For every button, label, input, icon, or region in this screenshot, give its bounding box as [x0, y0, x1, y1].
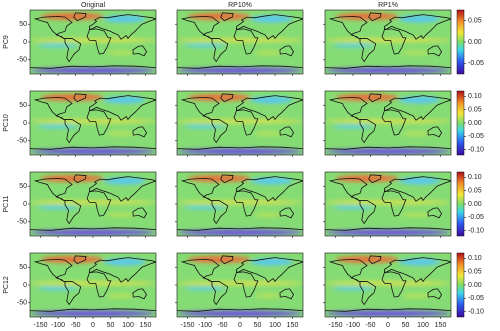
colorbar: [456, 9, 465, 75]
y-tick-label: 50: [19, 102, 27, 109]
y-tick-label: 50: [19, 21, 27, 28]
x-tick-label: 150: [140, 322, 152, 329]
x-tick-label: 50: [402, 322, 410, 329]
x-tick-label: -100: [198, 322, 212, 329]
colorbar-tick-label: 0.00: [468, 282, 482, 289]
x-tick-label: 100: [269, 322, 281, 329]
y-tick-label: -50: [17, 57, 27, 64]
map-field: [325, 10, 451, 74]
colorbar-tick-label: -0.05: [468, 133, 484, 140]
column-title: RP10%: [228, 2, 252, 9]
x-tick-label: 150: [435, 322, 447, 329]
colorbar-tick-label: 0.10: [468, 255, 482, 262]
x-tick-label: 0: [238, 322, 242, 329]
colorbar: [456, 252, 465, 318]
map-field: [325, 172, 451, 236]
colorbar-tick-label: -0.10: [468, 309, 484, 316]
x-tick-label: 50: [254, 322, 262, 329]
x-tick-label: -100: [51, 322, 65, 329]
y-tick-label: 50: [19, 183, 27, 190]
map-field: [177, 91, 303, 155]
map-field: [177, 10, 303, 74]
y-tick-label: 0: [23, 282, 27, 289]
y-tick-label: 0: [23, 39, 27, 46]
x-tick-label: -50: [365, 322, 375, 329]
map-field: [30, 172, 156, 236]
column-title: Original: [81, 2, 106, 9]
row-label: PC10: [3, 114, 10, 132]
y-tick-label: -50: [17, 138, 27, 145]
map-field: [30, 10, 156, 74]
y-tick-label: 0: [23, 201, 27, 208]
map-field: [30, 253, 156, 317]
colorbar-tick-label: 0.05: [468, 188, 482, 195]
colorbar-tick-label: 0.10: [468, 93, 482, 100]
x-tick-label: 0: [91, 322, 95, 329]
map-field: [325, 91, 451, 155]
x-tick-label: 100: [417, 322, 429, 329]
colorbar-tick-label: 0.05: [468, 269, 482, 276]
colorbar-tick-label: -0.10: [468, 147, 484, 154]
colorbar-tick-label: 0.00: [468, 39, 482, 46]
x-tick-label: -150: [180, 322, 194, 329]
x-tick-label: 50: [107, 322, 115, 329]
row-label: PC12: [3, 276, 10, 294]
colorbar-tick-label: 0.00: [468, 120, 482, 127]
colorbar-tick-label: -0.05: [468, 214, 484, 221]
row-label: PC11: [3, 195, 10, 212]
map-field: [177, 172, 303, 236]
column-title: RP1%: [378, 2, 398, 9]
map-field: [177, 253, 303, 317]
map-field: [30, 91, 156, 155]
x-tick-label: 100: [122, 322, 134, 329]
y-tick-label: 0: [23, 120, 27, 127]
y-tick-label: 50: [19, 264, 27, 271]
x-tick-label: 150: [287, 322, 299, 329]
colorbar: [456, 90, 465, 156]
x-tick-label: -50: [217, 322, 227, 329]
map-field: [325, 253, 451, 317]
colorbar-tick-label: -0.05: [468, 60, 484, 67]
x-tick-label: 0: [386, 322, 390, 329]
colorbar: [456, 171, 465, 237]
x-tick-label: -100: [346, 322, 360, 329]
y-tick-label: -50: [17, 300, 27, 307]
colorbar-tick-label: -0.05: [468, 295, 484, 302]
y-tick-label: -50: [17, 219, 27, 226]
x-tick-label: -150: [33, 322, 47, 329]
colorbar-tick-label: 0.00: [468, 201, 482, 208]
colorbar-tick-label: 0.10: [468, 174, 482, 181]
x-tick-label: -150: [328, 322, 342, 329]
row-label: PC9: [3, 35, 10, 49]
colorbar-tick-label: 0.05: [468, 107, 482, 114]
colorbar-tick-label: -0.10: [468, 228, 484, 235]
colorbar-tick-label: 0.05: [468, 18, 482, 25]
x-tick-label: -50: [70, 322, 80, 329]
